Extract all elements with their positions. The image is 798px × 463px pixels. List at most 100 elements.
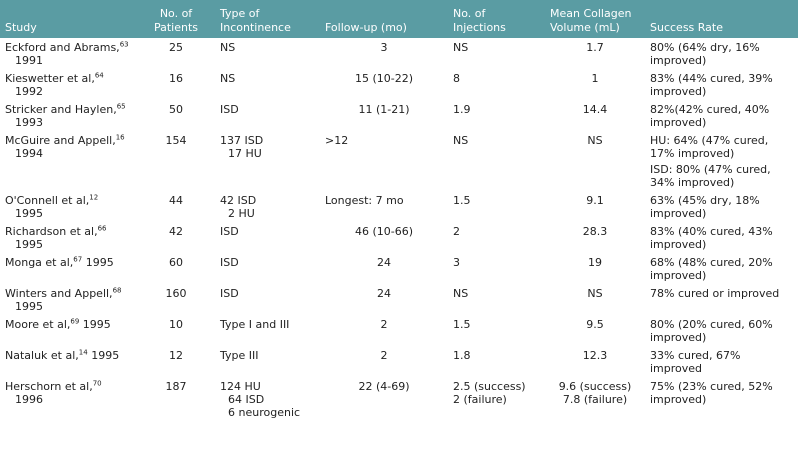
collagen-line: 14.4: [582, 103, 608, 116]
table-row: Winters and Appell,68 1995 160 ISD 24 NS NS 78%…: [0, 284, 798, 315]
injections-cell: 1.9: [448, 100, 545, 131]
followup-text: >12: [325, 134, 349, 147]
column-header: Type of Incontinence: [215, 0, 320, 38]
success-cell: 80% (64% dry, 16% improved): [645, 38, 798, 69]
injections-line: 1.8: [453, 349, 471, 362]
reference: 14: [78, 348, 88, 357]
type-cell: 137 ISD 17 HU: [215, 131, 320, 191]
study-line: Stricker and Haylen,65: [5, 103, 132, 116]
success-cell: 83% (44% cured, 39% improved): [645, 69, 798, 100]
reference: 66: [97, 224, 107, 233]
table-row: Stricker and Haylen,65 1993 50 ISD 11 (1-21)…: [0, 100, 798, 131]
patients-cell: 50: [137, 100, 215, 131]
type-line: Type I and III: [220, 318, 290, 331]
patients-text: 16: [169, 72, 183, 85]
study-cell: Kieswetter et al,64 1992: [0, 69, 137, 100]
study-year: 1995: [15, 300, 43, 313]
reference: 16: [115, 133, 125, 142]
patients-cell: 10: [137, 315, 215, 346]
study-year: 1992: [15, 85, 43, 98]
study-name: Herschorn et al,: [5, 380, 93, 393]
study-name: Eckford and Abrams,: [5, 41, 120, 54]
followup-text: 46 (10-66): [354, 225, 414, 238]
patients-cell: 60: [137, 253, 215, 284]
study-year: 1996: [15, 393, 43, 406]
study-cell: Eckford and Abrams,63 1991: [0, 38, 137, 69]
collagen-cell: 1: [545, 69, 645, 100]
followup-text: 24: [377, 287, 391, 300]
type-line: 42 ISD: [220, 194, 257, 207]
table-row: O'Connell et al,12 1995 44 42 ISD 2 HU Longes…: [0, 191, 798, 222]
study-line: Kieswetter et al,64: [5, 72, 132, 85]
success-cell: HU: 64% (47% cured, 17% improved) ISD: 80…: [645, 131, 798, 191]
patients-text: 12: [169, 349, 183, 362]
followup-text: 24: [377, 256, 391, 269]
injections-line: NS: [453, 134, 469, 147]
column-header: Follow-up (mo): [320, 0, 448, 38]
patients-cell: 12: [137, 346, 215, 377]
study-name: Nataluk et al,: [5, 349, 79, 362]
collagen-line: 7.8 (failure): [562, 393, 628, 406]
study-name: McGuire and Appell,: [5, 134, 116, 147]
column-header: No. of Patients: [137, 0, 215, 38]
followup-cell: 46 (10-66): [320, 222, 448, 253]
type-line: ISD: [220, 256, 239, 269]
success-cell: 63% (45% dry, 18% improved): [645, 191, 798, 222]
collagen-cell: 9.5: [545, 315, 645, 346]
type-cell: ISD: [215, 253, 320, 284]
followup-cell: >12: [320, 131, 448, 191]
table-row: McGuire and Appell,16 1994 154 137 ISD 17 HU…: [0, 131, 798, 191]
type-cell: 42 ISD 2 HU: [215, 191, 320, 222]
followup-text: 2: [380, 318, 388, 331]
type-line: 124 HU: [220, 380, 261, 393]
type-line: NS: [220, 41, 236, 54]
success-line: 80% (20% cured, 60% improved): [650, 318, 773, 344]
study-year: 1995: [15, 207, 43, 220]
table-row: Nataluk et al,14 1995 12 Type III 2 1.8 12.3 3…: [0, 346, 798, 377]
injections-line: NS: [453, 287, 469, 300]
patients-text: 60: [169, 256, 183, 269]
type-line: 137 ISD: [220, 134, 264, 147]
column-header: Success Rate: [645, 0, 798, 38]
study-cell: Richardson et al,66 1995: [0, 222, 137, 253]
followup-cell: 2: [320, 346, 448, 377]
reference: 69: [70, 317, 80, 326]
collagen-cell: 14.4: [545, 100, 645, 131]
patients-text: 154: [165, 134, 187, 147]
reference: 70: [92, 379, 102, 388]
type-cell: ISD: [215, 100, 320, 131]
success-line: 83% (44% cured, 39% improved): [650, 72, 773, 98]
patients-text: 50: [169, 103, 183, 116]
collagen-line: 28.3: [582, 225, 608, 238]
followup-cell: 3: [320, 38, 448, 69]
patients-cell: 42: [137, 222, 215, 253]
collagen-cell: 9.1: [545, 191, 645, 222]
patients-text: 44: [169, 194, 183, 207]
success-cell: 78% cured or improved: [645, 284, 798, 315]
injections-cell: NS: [448, 131, 545, 191]
study-year: 1995: [15, 238, 43, 251]
collagen-cell: 19: [545, 253, 645, 284]
type-cell: ISD: [215, 222, 320, 253]
study-cell: Herschorn et al,70 1996: [0, 377, 137, 421]
table-row: Moore et al,69 1995 10 Type I and III 2 1.5 9…: [0, 315, 798, 346]
success-line: 83% (40% cured, 43% improved): [650, 225, 773, 251]
patients-cell: 160: [137, 284, 215, 315]
study-year: 1995: [91, 349, 120, 362]
study-year: 1993: [15, 116, 43, 129]
study-cell: Monga et al,67 1995: [0, 253, 137, 284]
patients-text: 160: [165, 287, 187, 300]
collagen-line: NS: [587, 134, 603, 147]
success-line: 75% (23% cured, 52% improved): [650, 380, 773, 406]
reference: 67: [73, 255, 83, 264]
study-name: O'Connell et al,: [5, 194, 90, 207]
injections-line: 1.5: [453, 318, 471, 331]
collagen-line: 1: [591, 72, 599, 85]
followup-text: 15 (10-22): [354, 72, 414, 85]
study-cell: O'Connell et al,12 1995: [0, 191, 137, 222]
reference: 12: [89, 193, 99, 202]
reference: 68: [112, 286, 122, 295]
injections-line: 2.5 (success): [453, 380, 526, 393]
patients-text: 187: [165, 380, 187, 393]
